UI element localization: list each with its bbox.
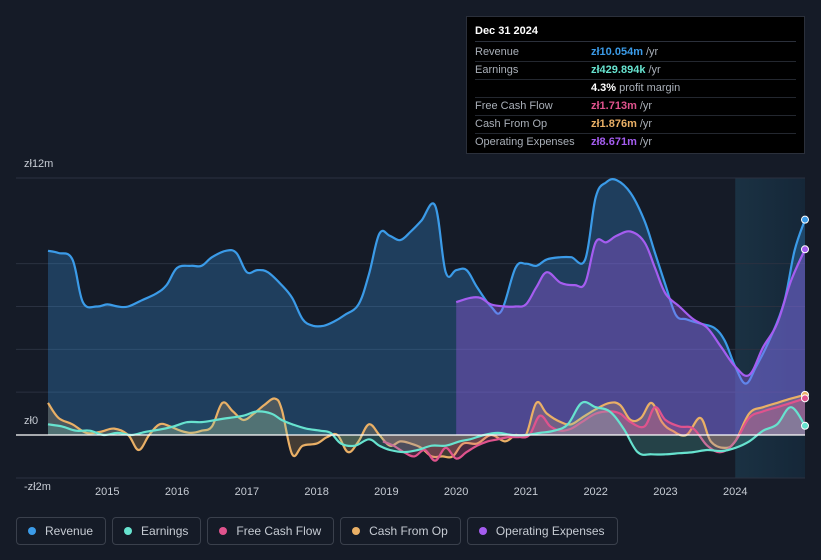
legend-item-free-cash-flow[interactable]: Free Cash Flow — [207, 517, 335, 545]
tooltip-label: Revenue — [475, 46, 520, 58]
legend-item-earnings[interactable]: Earnings — [112, 517, 202, 545]
tooltip-label: Operating Expenses — [475, 136, 575, 148]
revenue-end-point — [801, 215, 809, 224]
tooltip-date: Dec 31 2024 — [475, 24, 796, 42]
x-tick-label: 2024 — [723, 486, 747, 498]
tooltip-row-revenue: Revenue zł10.054m /yr — [475, 44, 796, 62]
operating-expenses-dot-icon — [478, 527, 487, 535]
tooltip-unit: /yr — [645, 46, 659, 58]
tooltip-unit: /yr — [639, 100, 653, 112]
y-tick-label: zł12m — [24, 158, 53, 170]
cash-from-op-line — [47, 393, 806, 459]
x-tick-label: 2016 — [165, 486, 189, 498]
tooltip-value: zł8.671m — [591, 136, 637, 148]
tooltip-label — [475, 80, 591, 97]
tooltip-value: zł429.894k — [591, 64, 646, 76]
tooltip-value: zł10.054m — [591, 46, 643, 58]
x-tick-label: 2015 — [95, 486, 119, 498]
tooltip-unit: /yr — [639, 118, 653, 130]
x-tick-label: 2021 — [514, 486, 538, 498]
revenue-line — [47, 178, 807, 385]
free-cash-flow-dot-icon — [219, 527, 228, 535]
earnings-dot-icon — [124, 527, 133, 535]
data-tooltip: Dec 31 2024 Revenue zł10.054m /yr Earnin… — [466, 16, 805, 154]
y-tick-label: -zł2m — [24, 481, 51, 493]
operating-expenses-end-point — [801, 245, 809, 254]
tooltip-value: 4.3% — [591, 82, 617, 94]
tooltip-row-earnings: Earnings zł429.894k /yr — [475, 62, 796, 80]
tooltip-unit: /yr — [639, 136, 653, 148]
legend-label: Cash From Op — [369, 524, 448, 538]
tooltip-label: Earnings — [475, 64, 519, 76]
x-tick-label: 2017 — [235, 486, 259, 498]
legend-item-operating-expenses[interactable]: Operating Expenses — [466, 517, 618, 545]
x-tick-label: 2022 — [583, 486, 607, 498]
revenue-area — [48, 179, 805, 435]
x-tick-label: 2023 — [653, 486, 677, 498]
tooltip-unit: /yr — [648, 64, 661, 76]
legend-item-revenue[interactable]: Revenue — [16, 517, 107, 545]
revenue-dot-icon — [28, 527, 36, 535]
earnings-end-point — [801, 421, 809, 430]
tooltip-label: Cash From Op — [475, 118, 548, 130]
x-tick-label: 2019 — [374, 486, 398, 498]
free-cash-flow-area — [382, 398, 805, 461]
y-tick-label: zł0 — [24, 415, 38, 427]
legend-label: Operating Expenses — [495, 524, 605, 538]
operating-expenses-area — [456, 231, 805, 435]
cash-from-op-area — [48, 394, 805, 458]
legend-label: Earnings — [141, 524, 189, 538]
tooltip-label: Free Cash Flow — [475, 100, 553, 112]
tooltip-value: zł1.713m — [591, 100, 637, 112]
tooltip-row-profit-margin: 4.3% profit margin — [475, 80, 796, 98]
tooltip-row-operating-expenses: Operating Expenses zł8.671m /yr — [475, 134, 796, 151]
tooltip-row-free-cash-flow: Free Cash Flow zł1.713m /yr — [475, 98, 796, 116]
tooltip-unit: profit margin — [619, 82, 681, 94]
legend-label: Free Cash Flow — [236, 524, 322, 538]
free-cash-flow-end-point — [801, 394, 809, 403]
tooltip-value: zł1.876m — [591, 118, 637, 130]
legend-item-cash-from-op[interactable]: Cash From Op — [340, 517, 461, 545]
cash-from-op-dot-icon — [352, 527, 361, 535]
legend-label: Revenue — [45, 524, 94, 538]
x-tick-label: 2020 — [444, 486, 468, 498]
chart-legend: Revenue Earnings Free Cash Flow Cash Fro… — [16, 517, 618, 545]
x-tick-label: 2018 — [304, 486, 328, 498]
operating-expenses-line — [455, 230, 807, 377]
tooltip-row-cash-from-op: Cash From Op zł1.876m /yr — [475, 116, 796, 134]
earnings-line — [47, 400, 806, 456]
